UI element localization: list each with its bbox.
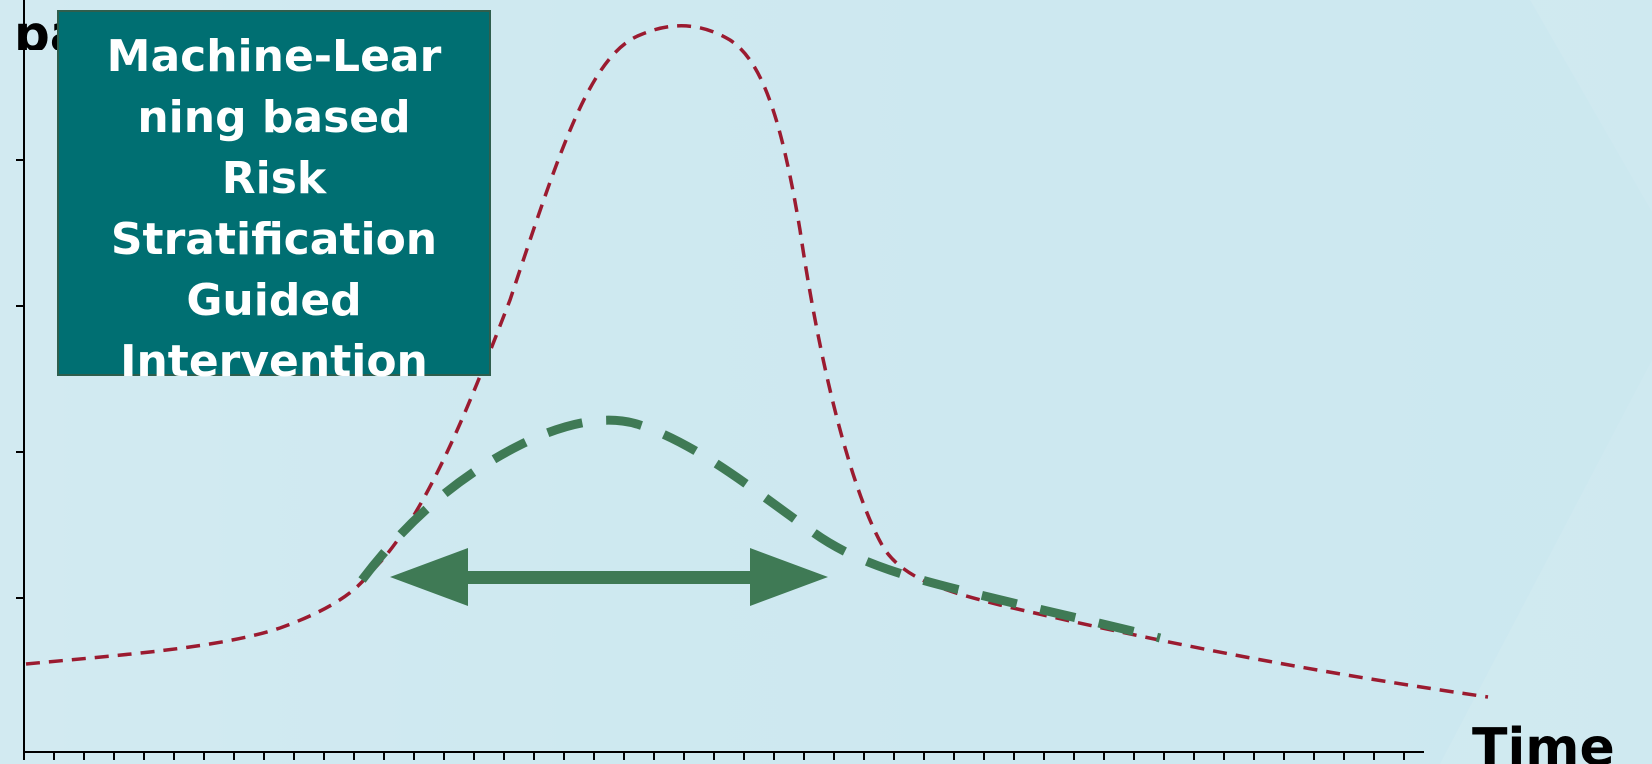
x-axis-title: Time (1472, 718, 1615, 764)
x-axis-ticks (23, 752, 1405, 760)
y-axis-ticks (16, 159, 24, 599)
callout-line-3: Risk (221, 153, 327, 204)
callout-line-2: ning based (137, 92, 411, 143)
uncontrolled-curve (25, 24, 1489, 699)
duration-arrow (390, 548, 828, 606)
callout-line-1: Machine-Lear (106, 31, 442, 82)
callout-line-6: Intervention (120, 336, 428, 387)
callout-line-4: Stratification (110, 214, 438, 265)
intervention-callout-box: Machine-Lear ning based Risk Stratificat… (57, 10, 491, 387)
callout-line-5: Guided (186, 275, 362, 326)
intervention-curve (358, 415, 1162, 643)
